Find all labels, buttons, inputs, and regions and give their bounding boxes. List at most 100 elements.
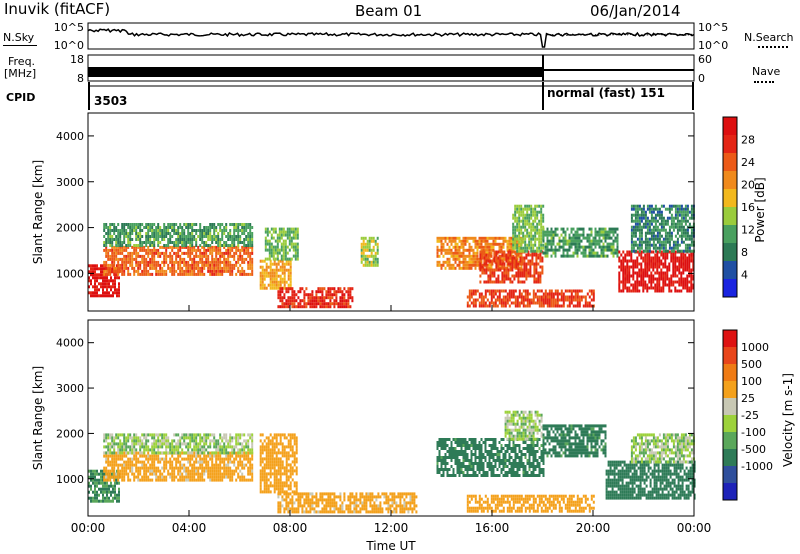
power-cell [119,229,122,232]
velocity-cell [247,451,250,455]
velocity-cell [169,442,172,446]
power-cell [191,257,194,261]
velocity-cell [147,439,150,443]
power-cell [219,245,222,249]
power-cell [111,260,114,264]
power-cell [191,263,194,267]
power-cell [211,241,214,244]
velocity-cell [94,484,96,488]
power-cell [544,254,547,258]
power-cell [109,244,112,247]
power-cell [139,241,142,244]
power-cell [147,272,150,276]
power-cell [149,266,152,270]
power-cell [544,295,547,299]
velocity-cell [151,466,154,470]
power-cell [574,298,577,302]
power-cell [191,232,194,235]
power-cell [143,254,146,258]
velocity-cell [177,454,180,458]
velocity-cell [199,436,202,440]
power-cell [520,266,523,270]
power-cell [105,266,108,270]
power-cell [524,298,527,302]
power-cell [518,231,521,235]
velocity-cell [149,433,152,437]
velocity-cell [103,436,106,440]
velocity-cell [137,466,140,470]
power-cell [464,236,467,240]
power-cell [292,248,295,252]
power-cell [474,242,477,246]
power-cell [185,263,188,267]
power-cell [211,238,214,241]
velocity-cell [185,475,188,479]
power-cell [185,238,188,241]
velocity-cell [195,478,198,482]
velocity-cell [235,454,238,458]
power-cell [169,235,172,238]
power-cell [574,289,577,293]
power-cell [540,222,543,226]
velocity-cell [225,463,228,467]
power-cell [265,286,268,290]
power-cell [261,280,264,284]
velocity-cell [213,433,216,437]
velocity-cell [175,451,178,455]
velocity-cell [249,472,252,476]
power-cell [522,289,525,293]
power-cell [139,226,142,229]
velocity-cell [181,436,184,440]
velocity-cell [191,439,194,443]
velocity-cell [203,445,206,449]
power-cell [107,272,110,276]
power-cell [562,298,565,302]
power-cell [507,259,510,263]
power-cell [229,235,232,238]
power-cell [276,242,279,246]
power-cell [272,254,275,258]
power-cell [141,272,144,276]
power-cell [213,238,216,241]
power-cell [362,251,365,255]
power-cell [235,229,238,232]
power-cell [139,232,142,235]
power-cell [524,240,527,244]
velocity-cell [205,433,208,437]
power-cell [476,248,479,252]
power-cell [245,257,248,261]
power-cell [145,272,148,276]
power-cell [500,289,503,293]
power-cell [205,226,208,229]
power-cell [266,230,269,234]
velocity-cell [225,451,228,455]
power-cell [185,260,188,264]
power-cell [448,260,451,264]
velocity-cell [197,466,200,470]
power-cell [462,248,465,252]
power-cell [472,289,475,293]
power-cell [491,280,494,284]
power-cell [283,302,286,306]
power-cell [153,244,156,247]
velocity-cell [107,448,110,452]
velocity-cell [127,439,130,443]
power-cell [145,232,148,235]
velocity-cell [102,490,104,494]
power-cell [360,260,363,264]
velocity-cell [247,457,250,461]
power-cell [374,242,377,246]
power-cell [283,265,286,269]
power-cell [227,244,230,247]
power-cell [169,223,172,226]
power-cell [360,248,363,252]
power-cell [199,260,202,264]
power-cell [538,204,541,208]
velocity-cell [141,445,144,449]
power-cell [516,257,519,261]
power-cell [329,296,332,300]
power-cell [183,269,186,273]
power-cell [292,254,295,258]
power-cell [299,305,302,309]
power-cell [105,263,108,267]
